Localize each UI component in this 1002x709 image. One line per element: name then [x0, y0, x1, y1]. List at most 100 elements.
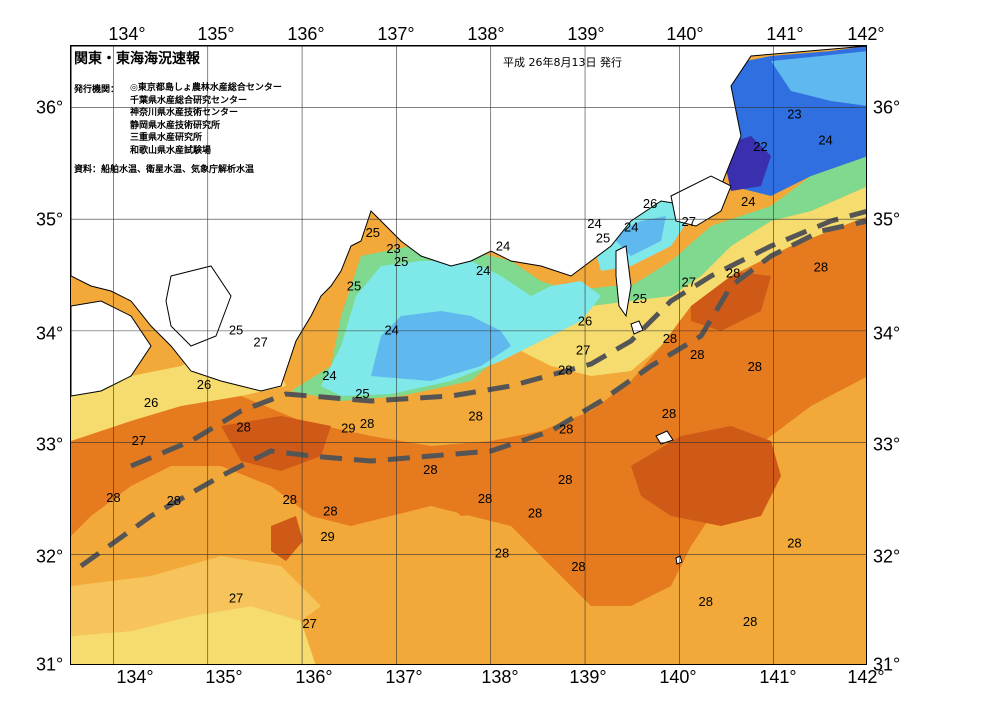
lon-label-bottom-142: 142°	[847, 667, 885, 687]
contour-label: 24	[384, 322, 398, 337]
contour-label: 28	[690, 347, 704, 362]
lat-label-left-32: 32°	[36, 546, 64, 567]
contour-label: 25	[596, 231, 610, 246]
graticule	[71, 46, 866, 664]
lon-label-bottom-134: 134°	[116, 667, 154, 687]
cool-southwest	[71, 606, 316, 664]
lon-label-bottom-136: 136°	[295, 667, 333, 687]
contour-label: 27	[229, 590, 243, 605]
contour-label: 27	[576, 342, 590, 357]
lat-label-right-32: 32°	[873, 546, 901, 567]
contour-label: 28	[558, 472, 572, 487]
warm-patch-east	[631, 426, 781, 526]
lon-label-top-134: 134°	[108, 24, 146, 44]
land-miyake	[655, 430, 674, 445]
lon-label-bottom-139: 139°	[569, 667, 607, 687]
contour-label: 25	[347, 279, 361, 294]
lon-label-top-141: 141°	[766, 24, 804, 44]
data-source: 資料：船舶水温、衛星水温、気象庁解析水温	[74, 165, 255, 175]
contour-label: 25	[394, 254, 408, 269]
lat-label-left-36: 36°	[36, 97, 64, 118]
lat-label-left-31: 31°	[36, 654, 64, 675]
kuroshio-axis-south	[79, 218, 866, 569]
lon-label-bottom-138: 138°	[481, 667, 519, 687]
lat-label-left-34: 34°	[36, 323, 64, 344]
contour-label: 24	[476, 263, 490, 278]
land-honshu	[71, 46, 866, 392]
lon-label-top-135: 135°	[197, 24, 235, 44]
lat-label-right-33: 33°	[873, 434, 901, 455]
lat-label-left-33: 33°	[36, 434, 64, 455]
contour-label: 28	[787, 536, 801, 551]
contour-label: 28	[106, 490, 120, 505]
cold-water-24	[771, 51, 866, 106]
lon-label-top-142: 142°	[847, 24, 885, 44]
lon-label-top-139: 139°	[567, 24, 605, 44]
contour-label: 28	[743, 614, 757, 629]
contour-label: 24	[624, 220, 638, 235]
contour-label: 28	[558, 363, 572, 378]
contour-label: 24	[496, 239, 510, 254]
contour-label: 25	[366, 225, 380, 240]
contour-label: 28	[726, 265, 740, 280]
issuer-item: 和歌山県水産試験場	[130, 145, 212, 156]
contour-label: 29	[341, 421, 355, 436]
contour-label: 26	[578, 313, 592, 328]
lon-label-top-140: 140°	[666, 24, 704, 44]
coastal-band-24	[371, 311, 511, 381]
kuroshio-axis-north	[130, 208, 866, 469]
contour-label: 28	[662, 406, 676, 421]
lon-label-bottom-137: 137°	[385, 667, 423, 687]
contour-label: 25	[633, 291, 647, 306]
lat-label-right-36: 36°	[873, 97, 901, 118]
sagami-cool-2	[611, 216, 666, 256]
land-kii-peninsula	[165, 265, 232, 347]
contour-label: 26	[144, 395, 158, 410]
contour-label: 28	[236, 419, 250, 434]
lon-label-bottom-135: 135°	[205, 667, 243, 687]
contour-label: 28	[283, 492, 297, 507]
contour-label: 27	[132, 433, 146, 448]
contour-label: 28	[468, 408, 482, 423]
contour-label: 24	[587, 216, 601, 231]
contour-label: 28	[814, 260, 828, 275]
contour-label: 28	[663, 331, 677, 346]
lon-label-top-136: 136°	[287, 24, 325, 44]
issuer-item: 千葉県水産総合研究センター	[130, 95, 248, 106]
contour-label: 24	[322, 368, 336, 383]
lon-label-bottom-140: 140°	[659, 667, 697, 687]
contour-label: 28	[478, 491, 492, 506]
contour-label: 27	[682, 214, 696, 229]
contour-label: 26	[643, 196, 657, 211]
lon-label-top-138: 138°	[467, 24, 505, 44]
lat-label-right-31: 31°	[873, 654, 901, 675]
land-boso-peninsula	[670, 175, 732, 227]
cool-southwest-2	[71, 556, 321, 636]
warm-patch-south	[271, 516, 303, 561]
issuer-item: ◎東京都島しょ農林水産総合センター	[130, 83, 282, 93]
contour-label: 27	[302, 616, 316, 631]
contour-label: 25	[229, 322, 243, 337]
issuer-item: 静岡県水産技術研究所	[130, 120, 221, 131]
lat-label-right-34: 34°	[873, 323, 901, 344]
lon-label-bottom-141: 141°	[759, 667, 797, 687]
contour-label: 28	[559, 422, 573, 437]
issuer-item: 神奈川県水産技術センター	[130, 108, 239, 119]
land-izu-peninsula	[615, 245, 632, 318]
contour-label: 25	[355, 386, 369, 401]
issuer-label: 発行機関：	[74, 85, 120, 95]
coastal-band-27-east	[511, 186, 866, 376]
contour-label: 22	[753, 139, 767, 154]
issuer-item: 三重県水産研究所	[130, 133, 203, 144]
contour-label: 26	[197, 377, 211, 392]
land-hachijo	[675, 555, 683, 565]
contour-label: 28	[495, 546, 509, 561]
contour-label: 24	[818, 132, 832, 147]
contour-label: 28	[748, 359, 762, 374]
land-shikoku	[71, 300, 152, 397]
lat-label-right-35: 35°	[873, 209, 901, 230]
lon-label-top-137: 137°	[377, 24, 415, 44]
contour-label: 24	[741, 194, 755, 209]
contour-label: 28	[323, 503, 337, 518]
